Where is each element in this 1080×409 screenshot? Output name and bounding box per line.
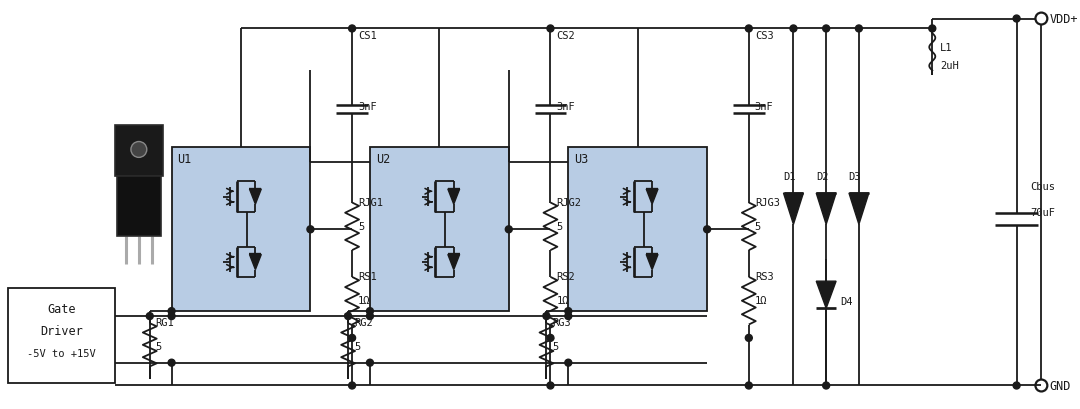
Text: GND: GND <box>1050 379 1070 392</box>
Polygon shape <box>646 255 658 270</box>
Circle shape <box>168 308 175 315</box>
Circle shape <box>855 26 862 33</box>
Text: 5: 5 <box>359 221 364 231</box>
Circle shape <box>929 26 935 33</box>
Polygon shape <box>816 281 836 308</box>
Text: RS1: RS1 <box>359 272 377 282</box>
Circle shape <box>146 313 153 320</box>
Polygon shape <box>849 193 868 225</box>
Circle shape <box>168 360 175 366</box>
Text: RS3: RS3 <box>755 272 773 282</box>
Circle shape <box>543 313 550 320</box>
Circle shape <box>745 382 753 389</box>
Polygon shape <box>646 189 658 204</box>
Circle shape <box>1013 382 1021 389</box>
Text: RS2: RS2 <box>556 272 576 282</box>
Polygon shape <box>816 193 836 225</box>
Text: CS2: CS2 <box>556 31 576 41</box>
Circle shape <box>546 335 554 342</box>
Circle shape <box>823 382 829 389</box>
Bar <box>8 289 116 382</box>
Text: 5: 5 <box>553 341 558 351</box>
Text: 70uF: 70uF <box>1030 207 1055 218</box>
Text: 1Ω: 1Ω <box>359 296 370 306</box>
Text: 1Ω: 1Ω <box>556 296 569 306</box>
Bar <box>172 148 310 311</box>
Circle shape <box>366 360 374 366</box>
Text: -5V to +15V: -5V to +15V <box>27 348 96 358</box>
Circle shape <box>546 382 554 389</box>
Circle shape <box>505 226 512 233</box>
Text: VDD+: VDD+ <box>1050 13 1078 26</box>
Circle shape <box>745 335 753 342</box>
Bar <box>568 148 707 311</box>
Circle shape <box>565 313 571 320</box>
Polygon shape <box>783 193 804 225</box>
Circle shape <box>565 360 571 366</box>
Bar <box>117 177 161 236</box>
Text: 3nF: 3nF <box>359 101 377 112</box>
Circle shape <box>349 26 355 33</box>
Text: 5: 5 <box>755 221 761 231</box>
Bar <box>370 148 509 311</box>
Text: RJG3: RJG3 <box>755 198 780 207</box>
Text: Gate: Gate <box>48 302 76 315</box>
Text: D3: D3 <box>849 172 861 182</box>
Text: L1: L1 <box>941 43 953 53</box>
Bar <box>116 125 163 177</box>
Polygon shape <box>448 189 460 204</box>
Text: RJG1: RJG1 <box>359 198 383 207</box>
Circle shape <box>1013 16 1021 23</box>
Text: 1Ω: 1Ω <box>755 296 767 306</box>
Text: 3nF: 3nF <box>755 101 773 112</box>
Circle shape <box>168 313 175 320</box>
Text: 5: 5 <box>354 341 361 351</box>
Text: Driver: Driver <box>40 324 83 337</box>
Circle shape <box>349 335 355 342</box>
Circle shape <box>366 308 374 315</box>
Circle shape <box>704 226 711 233</box>
Text: RG3: RG3 <box>553 317 571 327</box>
Text: RJG2: RJG2 <box>556 198 581 207</box>
Text: 5: 5 <box>556 221 563 231</box>
Text: D1: D1 <box>783 172 796 182</box>
Text: Cbus: Cbus <box>1030 182 1055 192</box>
Text: U1: U1 <box>177 153 192 166</box>
Circle shape <box>345 313 352 320</box>
Text: U3: U3 <box>575 153 589 166</box>
Circle shape <box>789 26 797 33</box>
Circle shape <box>366 313 374 320</box>
Polygon shape <box>249 255 261 270</box>
Polygon shape <box>448 255 460 270</box>
Circle shape <box>823 26 829 33</box>
Text: RG1: RG1 <box>156 317 175 327</box>
Circle shape <box>349 382 355 389</box>
Circle shape <box>546 26 554 33</box>
Text: U2: U2 <box>376 153 390 166</box>
Text: D2: D2 <box>816 172 828 182</box>
Text: CS1: CS1 <box>359 31 377 41</box>
Polygon shape <box>249 189 261 204</box>
Circle shape <box>565 308 571 315</box>
Circle shape <box>745 26 753 33</box>
Text: 5: 5 <box>156 341 162 351</box>
Circle shape <box>307 226 314 233</box>
Circle shape <box>131 142 147 158</box>
Text: CS3: CS3 <box>755 31 773 41</box>
Text: RG2: RG2 <box>354 317 373 327</box>
Text: 3nF: 3nF <box>556 101 576 112</box>
Text: D4: D4 <box>840 296 852 306</box>
Text: 2uH: 2uH <box>941 61 959 71</box>
